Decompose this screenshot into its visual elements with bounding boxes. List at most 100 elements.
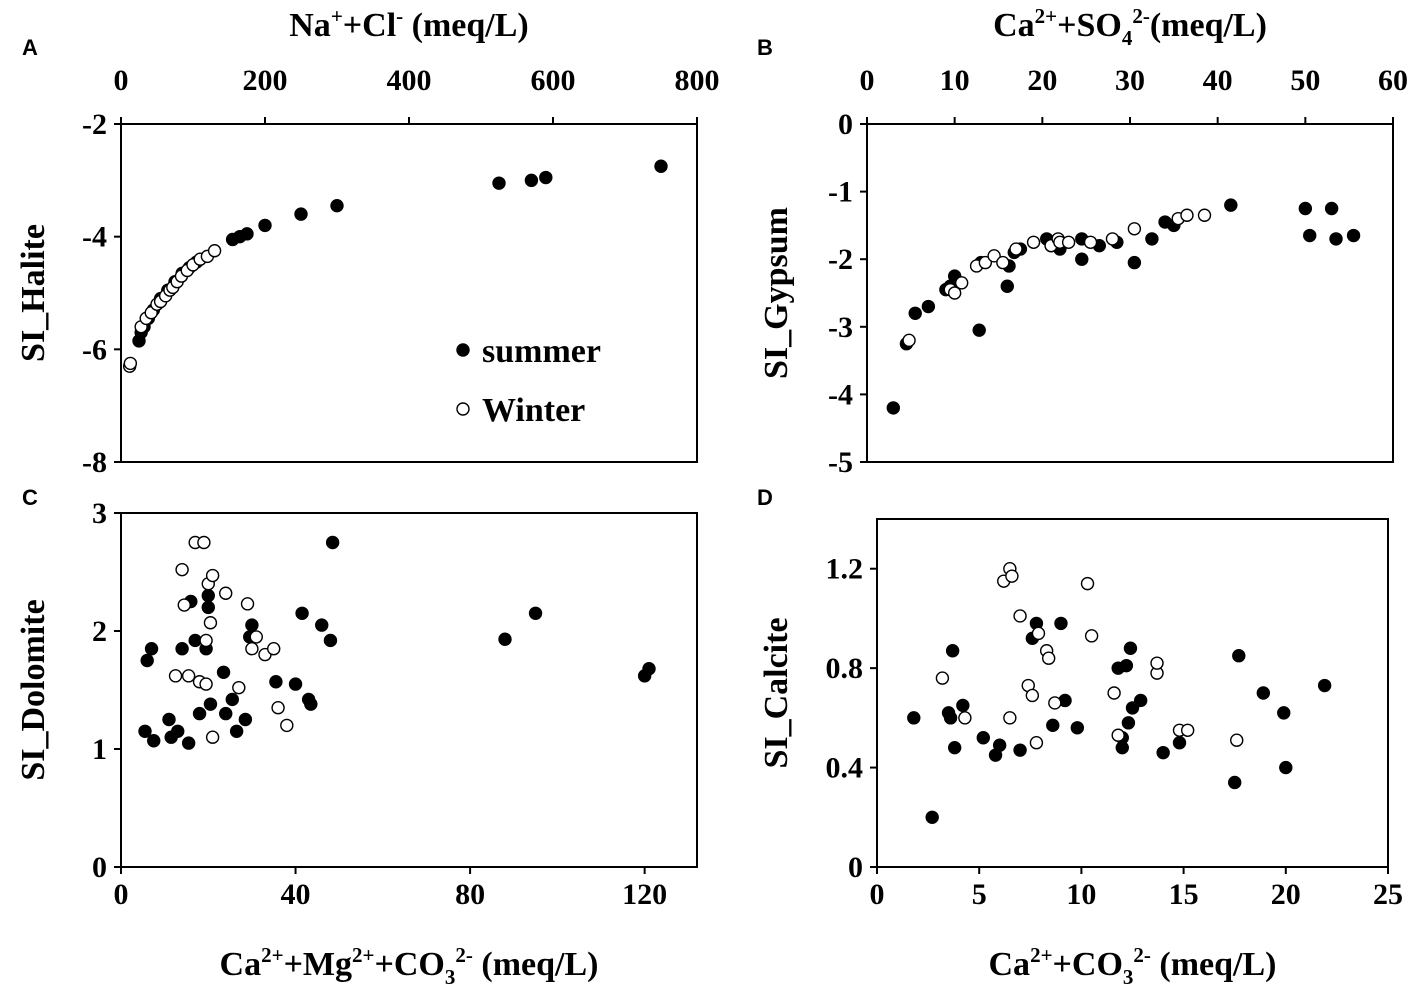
axis-title-part: (meq/L) bbox=[473, 946, 599, 983]
y-tick-label: 0.4 bbox=[826, 752, 864, 785]
series-winter bbox=[935, 562, 1244, 750]
data-point-winter bbox=[958, 711, 972, 725]
data-point-winter bbox=[902, 333, 916, 348]
axis-title-part: 3 bbox=[445, 965, 456, 989]
axis-title-part: 2+ bbox=[261, 943, 283, 967]
data-point-winter bbox=[1026, 235, 1041, 250]
series-winter bbox=[122, 244, 222, 373]
data-point-summer bbox=[642, 662, 656, 676]
panel-letter: A bbox=[22, 35, 38, 60]
data-point-winter bbox=[1080, 576, 1095, 591]
panel-letter: C bbox=[22, 485, 38, 510]
legend-label: summer bbox=[482, 333, 601, 370]
data-point-winter bbox=[203, 616, 218, 630]
data-point-summer bbox=[528, 606, 543, 620]
data-point-winter bbox=[1180, 208, 1194, 222]
series-summer bbox=[907, 616, 1332, 824]
data-point-summer bbox=[1324, 201, 1339, 216]
data-point-summer bbox=[1013, 743, 1027, 757]
data-point-winter bbox=[987, 249, 1001, 263]
data-point-summer bbox=[992, 738, 1007, 752]
series-winter bbox=[168, 535, 294, 744]
axis-title-part: 2- bbox=[1132, 4, 1150, 28]
data-point-summer bbox=[147, 734, 161, 748]
axis-title-part: (meq/L) bbox=[403, 7, 529, 44]
data-point-winter bbox=[1061, 235, 1076, 250]
x-tick-label: 25 bbox=[1373, 878, 1403, 911]
axis-title-part: +CO bbox=[1053, 946, 1123, 983]
y-tick-label: 1 bbox=[92, 733, 107, 766]
data-point-summer bbox=[323, 633, 338, 648]
y-tick-label: -4 bbox=[828, 378, 853, 411]
data-point-winter bbox=[199, 633, 213, 648]
y-tick-label: -6 bbox=[82, 333, 107, 366]
data-point-summer bbox=[288, 677, 303, 691]
data-point-summer bbox=[492, 176, 506, 190]
y-tick-label: 0 bbox=[848, 851, 863, 884]
chart-panel-d: D 0 5 10 15 20 25 0 0.4 0.8 1.2 Ca2++CO32- (meq/L) S… bbox=[757, 485, 1403, 989]
y-axis-title: SI_Halite bbox=[15, 224, 52, 362]
data-point-summer bbox=[907, 711, 921, 725]
data-point-winter bbox=[1009, 242, 1023, 256]
data-point-winter bbox=[205, 568, 220, 583]
data-point-winter bbox=[1031, 626, 1046, 641]
axis-title-part: + bbox=[331, 4, 343, 28]
y-tick-label: -4 bbox=[82, 221, 107, 254]
data-point-winter bbox=[175, 562, 189, 577]
data-point-winter bbox=[168, 669, 183, 683]
data-point-winter bbox=[954, 276, 969, 290]
data-point-winter bbox=[280, 718, 294, 733]
axis-title-part: +Mg bbox=[284, 946, 352, 983]
data-point-summer bbox=[1121, 716, 1136, 730]
data-point-summer bbox=[1046, 718, 1060, 733]
data-point-summer bbox=[524, 173, 539, 188]
y-tick-label: 1.2 bbox=[826, 553, 864, 586]
data-point-summer bbox=[315, 618, 329, 632]
axis-title-part: (meq/L) bbox=[1150, 7, 1267, 44]
data-point-summer bbox=[1227, 775, 1242, 790]
data-point-winter bbox=[1083, 235, 1098, 250]
y-tick-label: -1 bbox=[828, 176, 853, 209]
x-tick-label: 40 bbox=[281, 878, 311, 911]
data-point-summer bbox=[1298, 201, 1313, 216]
x-tick-label: 600 bbox=[531, 64, 576, 97]
x-tick-label: 20 bbox=[1271, 878, 1301, 911]
plot-frame bbox=[876, 518, 1389, 868]
x-axis-title: Ca2++Mg2++CO32- (meq/L) bbox=[220, 943, 599, 989]
y-tick-label: 3 bbox=[92, 497, 107, 530]
data-point-summer bbox=[225, 692, 239, 707]
axis-title-part: Ca bbox=[989, 946, 1031, 983]
data-point-summer bbox=[203, 697, 218, 711]
axis-title-part: +CO bbox=[375, 946, 445, 983]
data-point-winter bbox=[1005, 569, 1019, 583]
data-point-winter bbox=[1197, 208, 1212, 222]
data-point-summer bbox=[201, 588, 215, 603]
data-point-winter bbox=[1180, 723, 1195, 737]
data-point-summer bbox=[269, 675, 283, 689]
data-point-summer bbox=[162, 712, 176, 727]
x-tick-label: 0 bbox=[860, 64, 875, 97]
x-tick-label: 0 bbox=[114, 64, 129, 97]
y-axis-title: SI_Dolomite bbox=[15, 599, 52, 780]
axis-title-part: 2+ bbox=[352, 943, 374, 967]
x-tick-label: 10 bbox=[940, 64, 970, 97]
x-tick-label: 80 bbox=[455, 878, 485, 911]
data-point-winter bbox=[181, 669, 196, 683]
data-point-summer bbox=[1145, 232, 1159, 246]
data-point-winter bbox=[1150, 656, 1164, 670]
data-point-winter bbox=[947, 286, 962, 300]
data-point-summer bbox=[219, 706, 233, 721]
data-point-summer bbox=[216, 665, 231, 679]
x-tick-label: 50 bbox=[1290, 64, 1320, 97]
data-point-summer bbox=[1317, 678, 1332, 693]
axis-title-part: Ca bbox=[220, 946, 262, 983]
data-point-summer bbox=[1279, 760, 1293, 775]
axis-title-part: Na bbox=[289, 7, 331, 44]
panel-letter: D bbox=[757, 485, 773, 510]
data-point-summer bbox=[1329, 232, 1343, 246]
data-point-winter bbox=[177, 598, 191, 612]
data-point-summer bbox=[1123, 641, 1138, 655]
plot-frame bbox=[120, 512, 698, 868]
panel-letter: B bbox=[757, 35, 773, 60]
data-point-summer bbox=[245, 618, 259, 632]
